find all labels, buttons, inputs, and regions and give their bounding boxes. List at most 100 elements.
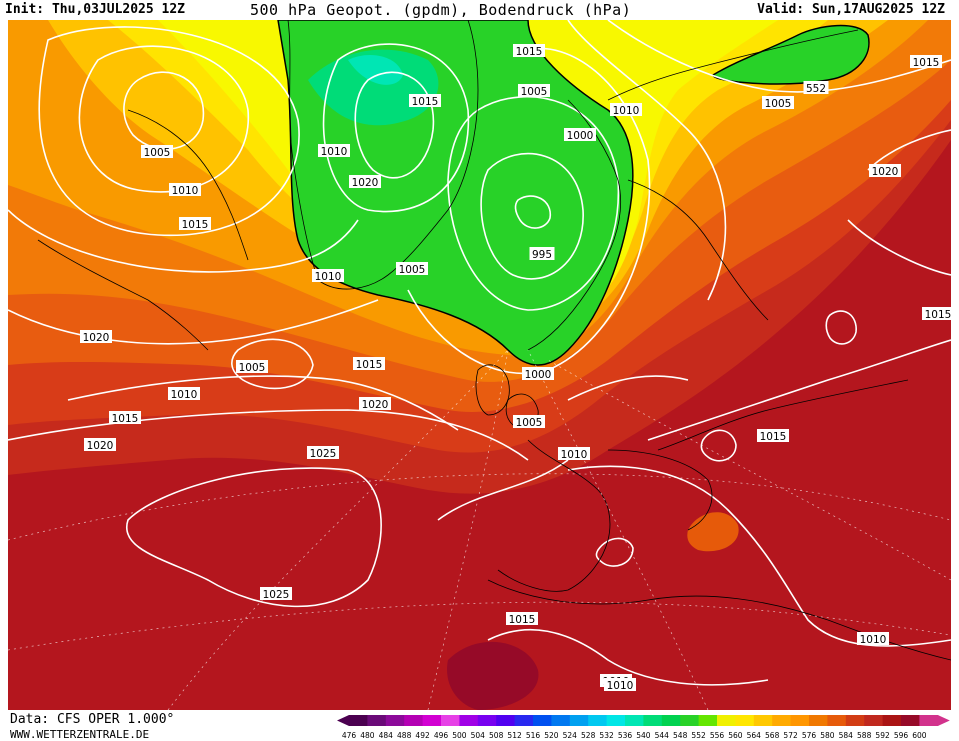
isobar-label: 1005 [513, 415, 545, 429]
svg-text:1025: 1025 [310, 448, 337, 460]
legend-label: 580 [820, 731, 835, 740]
svg-text:1015: 1015 [509, 614, 536, 626]
map-header: Init: Thu,03JUL2025 12Z 500 hPa Geopot. … [0, 0, 959, 20]
legend-swatch [735, 715, 755, 726]
legend-swatch [404, 715, 423, 726]
legend-swatch [349, 715, 368, 726]
isobar-label: 552 [803, 81, 829, 95]
isobar-label: 1005 [141, 145, 173, 159]
legend-swatch [882, 715, 902, 726]
legend-label: 600 [912, 731, 927, 740]
isobar-label: 1015 [409, 94, 441, 108]
isobar-label: 1015 [922, 307, 951, 321]
svg-text:1025: 1025 [263, 589, 290, 601]
svg-text:1005: 1005 [239, 362, 266, 374]
isobar-label: 1015 [179, 217, 211, 231]
svg-text:1015: 1015 [913, 57, 940, 69]
svg-text:1020: 1020 [83, 332, 110, 344]
legend-label: 560 [728, 731, 743, 740]
legend-swatch [625, 715, 644, 726]
svg-text:1005: 1005 [521, 86, 548, 98]
isobar-label: 1020 [349, 175, 381, 189]
svg-text:1000: 1000 [567, 130, 594, 142]
svg-text:1005: 1005 [516, 417, 543, 429]
svg-text:1010: 1010 [321, 146, 348, 158]
legend-swatch [827, 715, 847, 726]
legend-label: 596 [894, 731, 909, 740]
legend-label: 496 [434, 731, 449, 740]
legend-label: 536 [618, 731, 633, 740]
isobar-label: 1010 [312, 269, 344, 283]
geopotential-544-core [348, 55, 403, 85]
svg-text:1020: 1020 [362, 399, 389, 411]
isobar-label: 1025 [260, 587, 292, 601]
legend-label: 568 [765, 731, 780, 740]
legend-label: 576 [802, 731, 817, 740]
legend-label: 564 [747, 731, 762, 740]
isobar-label: 1015 [757, 429, 789, 443]
legend-label: 548 [673, 731, 688, 740]
legend-arrow-high [937, 715, 950, 726]
legend-label: 556 [710, 731, 725, 740]
legend-swatch [845, 715, 865, 726]
svg-text:1010: 1010 [613, 105, 640, 117]
svg-text:1020: 1020 [87, 440, 114, 452]
svg-text:552: 552 [806, 83, 826, 95]
color-legend: 476 480 484 488 492 496 500 504 508 512 516 520 524 5… [337, 715, 950, 740]
legend-swatch [533, 715, 552, 726]
isobar-label: 1010 [610, 103, 642, 117]
svg-text:1010: 1010 [172, 185, 199, 197]
svg-text:1005: 1005 [765, 98, 792, 110]
legend-swatch [514, 715, 534, 726]
legend-swatch [643, 715, 663, 726]
legend-swatch [772, 715, 791, 726]
legend-swatch [901, 715, 920, 726]
legend-label: 516 [526, 731, 541, 740]
isobar-label: 1005 [518, 84, 550, 98]
legend-swatch [422, 715, 442, 726]
legend-swatch [477, 715, 497, 726]
isobar-label: 1005 [236, 360, 268, 374]
isobar-label: 1010 [318, 144, 350, 158]
isobar-label: 1015 [109, 411, 141, 425]
legend-swatch [753, 715, 773, 726]
isobar-label: 1015 [506, 612, 538, 626]
isobar-label: 1010 [168, 387, 200, 401]
legend-swatch [717, 715, 736, 726]
svg-text:1015: 1015 [112, 413, 139, 425]
svg-text:1005: 1005 [399, 264, 426, 276]
legend-label: 508 [489, 731, 504, 740]
legend-label: 488 [397, 731, 412, 740]
website-credit: WWW.WETTERZENTRALE.DE [10, 728, 150, 741]
data-source: Data: CFS OPER 1.000° [10, 712, 175, 727]
legend-label: 492 [415, 731, 430, 740]
legend-label: 476 [342, 731, 357, 740]
map-title: 500 hPa Geopot. (gpdm), Bodendruck (hPa) [250, 1, 632, 19]
map-canvas: 1015 1005 1015 1010 1015 552 1005 1020 1005 1010 1… [8, 20, 951, 710]
isobar-label: 1000 [522, 367, 554, 381]
legend-swatch [790, 715, 810, 726]
legend-swatch [496, 715, 515, 726]
isobar-label: 1015 [513, 44, 545, 58]
isobar-label: 1005 [396, 262, 428, 276]
geopotential-552-north-patch [712, 24, 870, 85]
legend-label: 540 [636, 731, 651, 740]
isobar-label: 1020 [80, 330, 112, 344]
svg-text:1015: 1015 [925, 309, 951, 321]
valid-time: Valid: Sun,17AUG2025 12Z [757, 2, 945, 17]
svg-text:1010: 1010 [561, 449, 588, 461]
isobar-labels: 1015 1005 1015 1010 1015 552 1005 1020 1005 1010 1… [80, 44, 951, 692]
legend-label: 504 [471, 731, 486, 740]
legend-label: 512 [507, 731, 522, 740]
legend-label: 532 [599, 731, 614, 740]
svg-text:1010: 1010 [860, 634, 887, 646]
legend-label: 500 [452, 731, 467, 740]
svg-text:1010: 1010 [315, 271, 342, 283]
legend-swatch [661, 715, 681, 726]
isobar-label: 1020 [84, 438, 116, 452]
legend-swatch [919, 715, 939, 726]
svg-text:1005: 1005 [144, 147, 171, 159]
legend-label: 572 [783, 731, 798, 740]
svg-text:1000: 1000 [525, 369, 552, 381]
isobar-label: 1010 [857, 632, 889, 646]
